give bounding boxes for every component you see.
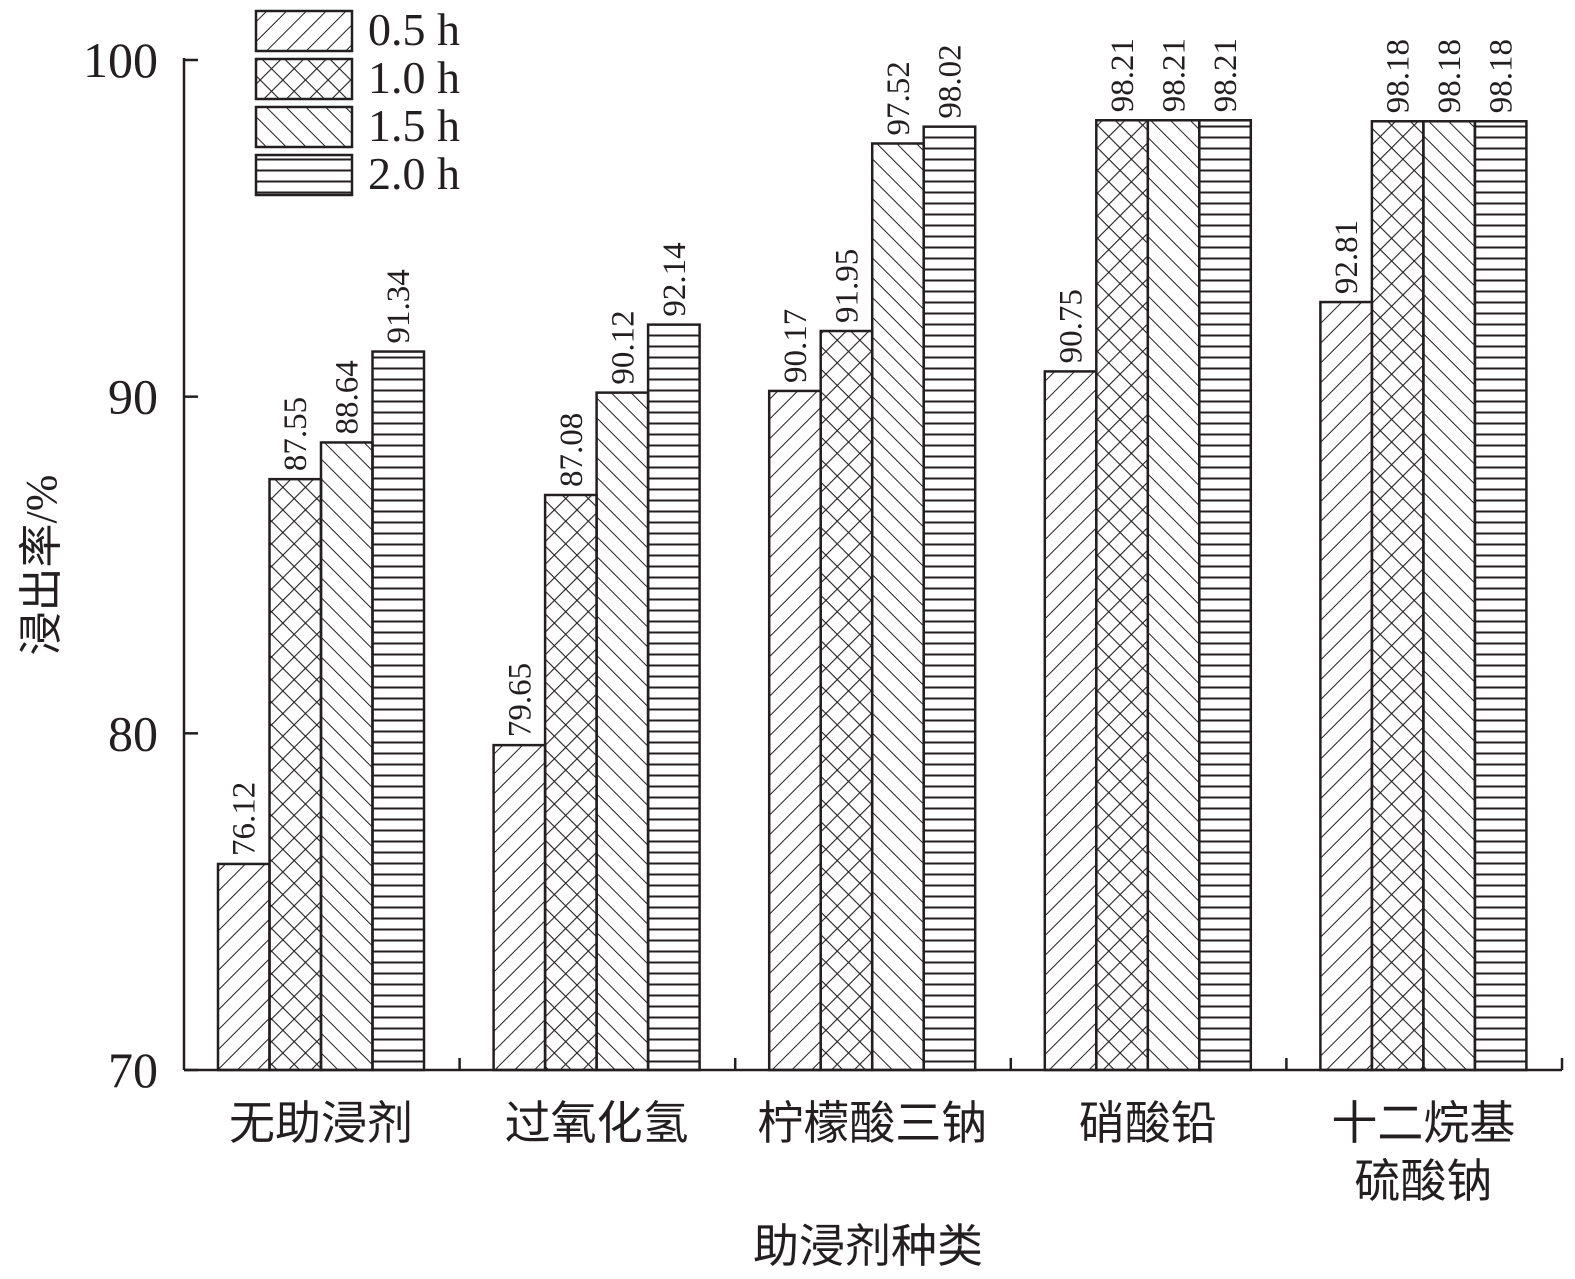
y-tick-label: 70 bbox=[108, 1042, 158, 1098]
data-label: 98.18 bbox=[1484, 39, 1520, 113]
legend-swatch bbox=[254, 105, 354, 149]
bar-5-2 bbox=[1370, 120, 1425, 1072]
x-tick-label: 无助浸剂 bbox=[229, 1098, 413, 1149]
data-label: 87.55 bbox=[278, 397, 314, 471]
data-label: 88.64 bbox=[330, 360, 366, 434]
legend-label: 1.0 h bbox=[368, 52, 460, 103]
bar-1-1 bbox=[216, 862, 271, 1072]
bar-4-2 bbox=[1095, 119, 1150, 1072]
y-tick-label: 90 bbox=[108, 369, 158, 425]
bar-3-4 bbox=[922, 125, 977, 1072]
data-label: 87.08 bbox=[554, 413, 590, 487]
bar-3-3 bbox=[870, 142, 925, 1072]
data-label: 92.14 bbox=[657, 242, 693, 316]
bar-4-4 bbox=[1198, 119, 1253, 1072]
data-label: 90.12 bbox=[605, 310, 641, 384]
x-tick-label: 过氧化氢 bbox=[505, 1098, 689, 1149]
bar-3-1 bbox=[767, 389, 822, 1072]
data-label: 98.21 bbox=[1157, 38, 1193, 112]
bar-1-2 bbox=[268, 477, 323, 1072]
x-tick-label: 柠檬酸三钠 bbox=[757, 1098, 987, 1149]
y-tick-label: 100 bbox=[83, 32, 158, 88]
bar-5-4 bbox=[1473, 120, 1528, 1072]
data-label: 90.75 bbox=[1054, 289, 1090, 363]
legend-label: 1.5 h bbox=[368, 100, 460, 151]
legend-swatch bbox=[254, 9, 354, 53]
y-tick-label: 80 bbox=[108, 705, 158, 761]
bar-4-3 bbox=[1146, 119, 1201, 1072]
data-labels-group: 76.12 87.55 88.64 91.34 79.65 87.08 90.12 92.14… bbox=[227, 38, 1520, 856]
x-axis-title: 助浸剂种类 bbox=[753, 1221, 983, 1272]
bar-1-4 bbox=[371, 350, 426, 1072]
bars-group bbox=[216, 119, 1528, 1072]
data-label: 76.12 bbox=[227, 782, 263, 856]
bar-2-4 bbox=[646, 323, 701, 1072]
data-label: 91.34 bbox=[381, 269, 417, 343]
legend-swatch bbox=[254, 57, 354, 101]
data-label: 98.18 bbox=[1432, 39, 1468, 113]
bar-5-3 bbox=[1422, 120, 1477, 1072]
bar-2-3 bbox=[595, 391, 650, 1072]
bar-4-1 bbox=[1043, 370, 1098, 1072]
x-tick-label: 硝酸铅 bbox=[1079, 1098, 1217, 1149]
data-label: 90.17 bbox=[778, 309, 814, 383]
data-label: 79.65 bbox=[502, 663, 538, 737]
bar-2-2 bbox=[543, 493, 598, 1072]
data-label: 98.18 bbox=[1381, 39, 1417, 113]
data-label: 98.02 bbox=[932, 44, 968, 118]
x-tick-label: 硫酸钠 bbox=[1354, 1156, 1492, 1207]
legend-label: 0.5 h bbox=[368, 4, 460, 55]
bar-1-3 bbox=[319, 441, 374, 1072]
data-label: 97.52 bbox=[881, 61, 917, 135]
bar-2-1 bbox=[492, 743, 547, 1072]
data-label: 98.21 bbox=[1105, 38, 1141, 112]
legend-swatch bbox=[254, 153, 354, 197]
data-label: 98.21 bbox=[1208, 38, 1244, 112]
bar-5-1 bbox=[1319, 300, 1374, 1072]
legend: 0.5 h1.0 h1.5 h2.0 h bbox=[254, 4, 460, 199]
legend-label: 2.0 h bbox=[368, 148, 460, 199]
data-label: 91.95 bbox=[829, 249, 865, 323]
x-tick-label: 十二烷基 bbox=[1331, 1098, 1515, 1149]
bar-3-2 bbox=[819, 329, 874, 1072]
y-axis-title: 浸出率/% bbox=[17, 475, 66, 656]
data-label: 92.81 bbox=[1329, 220, 1365, 294]
